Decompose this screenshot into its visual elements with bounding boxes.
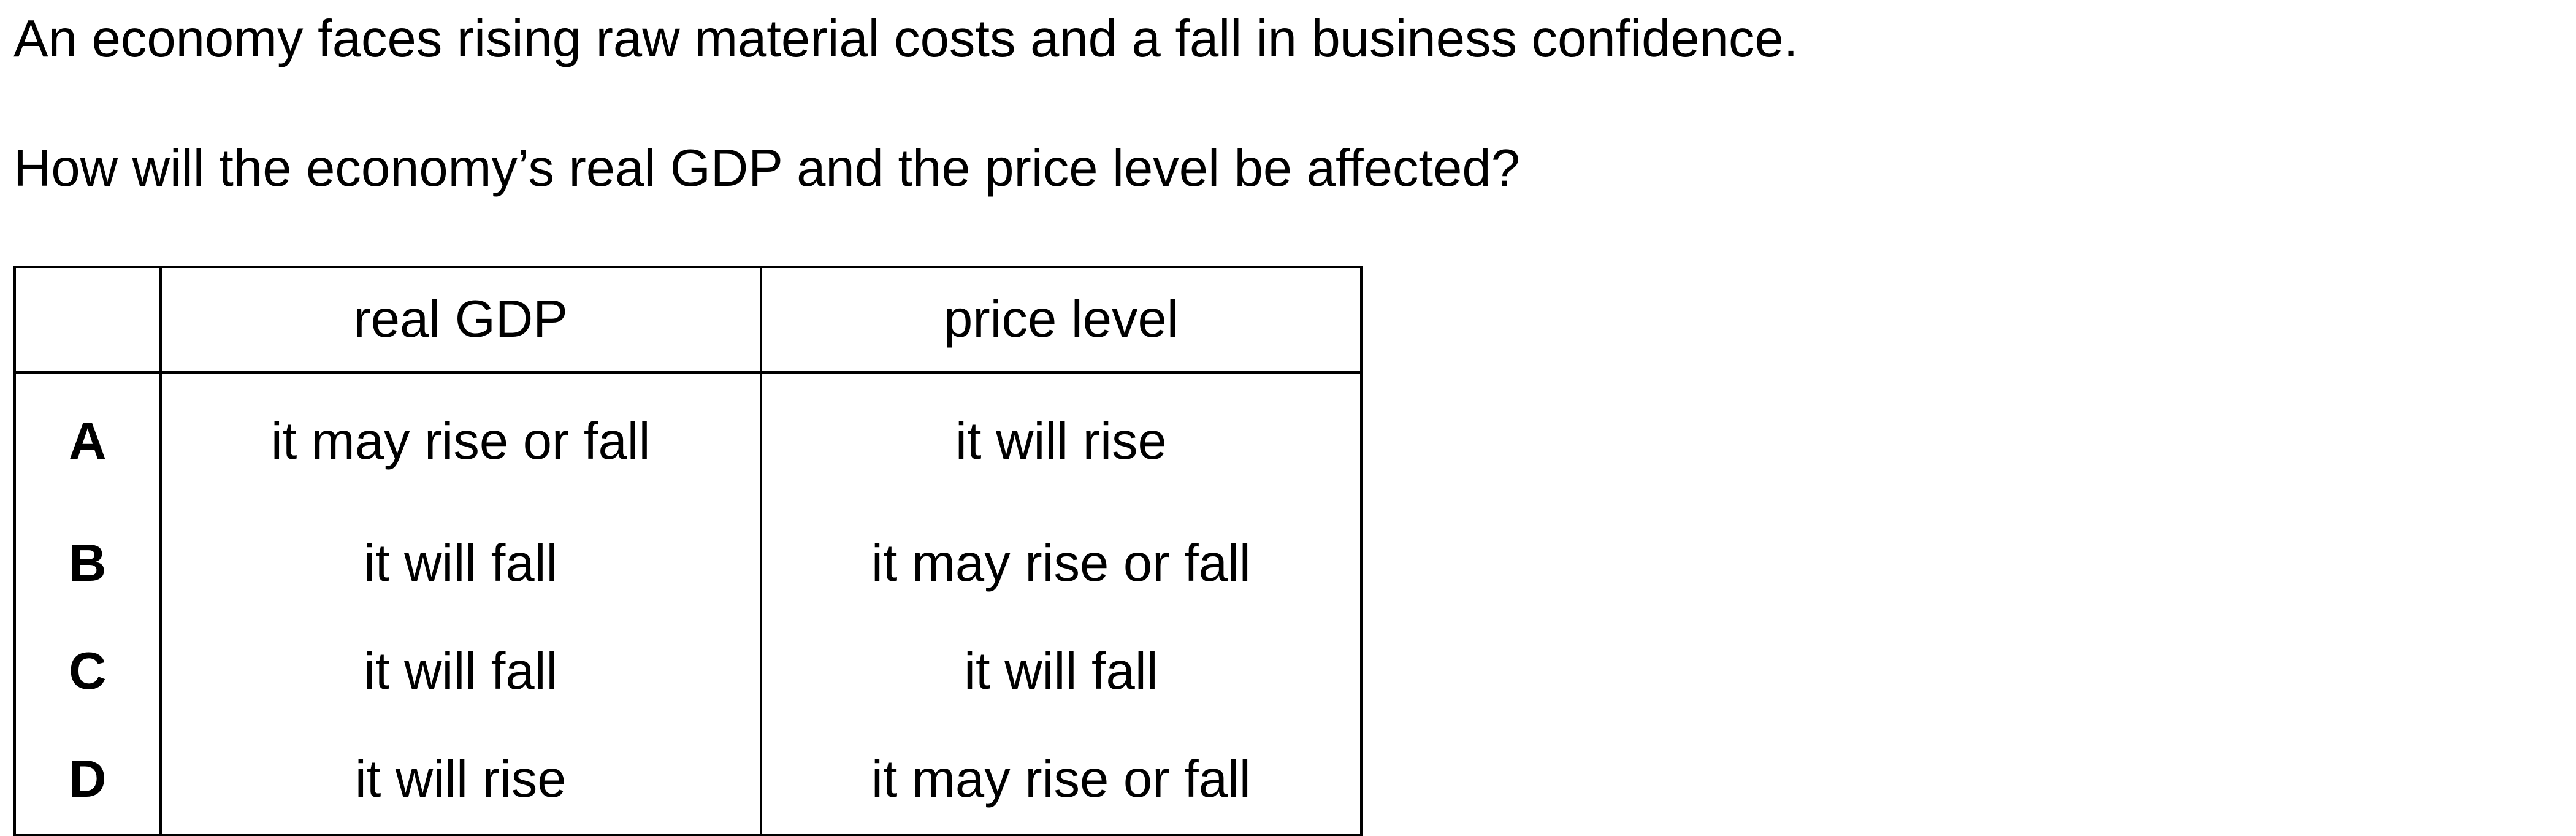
header-price-level: price level (759, 266, 1363, 374)
header-blank (13, 266, 162, 374)
header-real-gdp: real GDP (159, 266, 762, 374)
question-stem: An economy faces rising raw material cos… (13, 10, 1798, 68)
table-header-row: real GDP price level (13, 266, 1363, 374)
price-level-cell: it may rise or fall (759, 726, 1363, 836)
question-prompt: How will the economy’s real GDP and the … (13, 139, 1520, 197)
option-row-c: C it will fall it will fall (13, 618, 1363, 726)
option-row-b: B it will fall it may rise or fall (13, 510, 1363, 618)
price-level-cell: it will fall (759, 618, 1363, 726)
real-gdp-cell: it will fall (159, 510, 762, 618)
real-gdp-cell: it may rise or fall (159, 372, 762, 510)
option-letter: D (13, 726, 162, 836)
answer-options-table: real GDP price level A it may rise or fa… (13, 266, 1363, 836)
real-gdp-cell: it will fall (159, 618, 762, 726)
option-letter: B (13, 510, 162, 618)
option-letter: A (13, 372, 162, 510)
option-letter: C (13, 618, 162, 726)
price-level-cell: it may rise or fall (759, 510, 1363, 618)
price-level-cell: it will rise (759, 372, 1363, 510)
option-row-d: D it will rise it may rise or fall (13, 726, 1363, 836)
option-row-a: A it may rise or fall it will rise (13, 372, 1363, 510)
real-gdp-cell: it will rise (159, 726, 762, 836)
